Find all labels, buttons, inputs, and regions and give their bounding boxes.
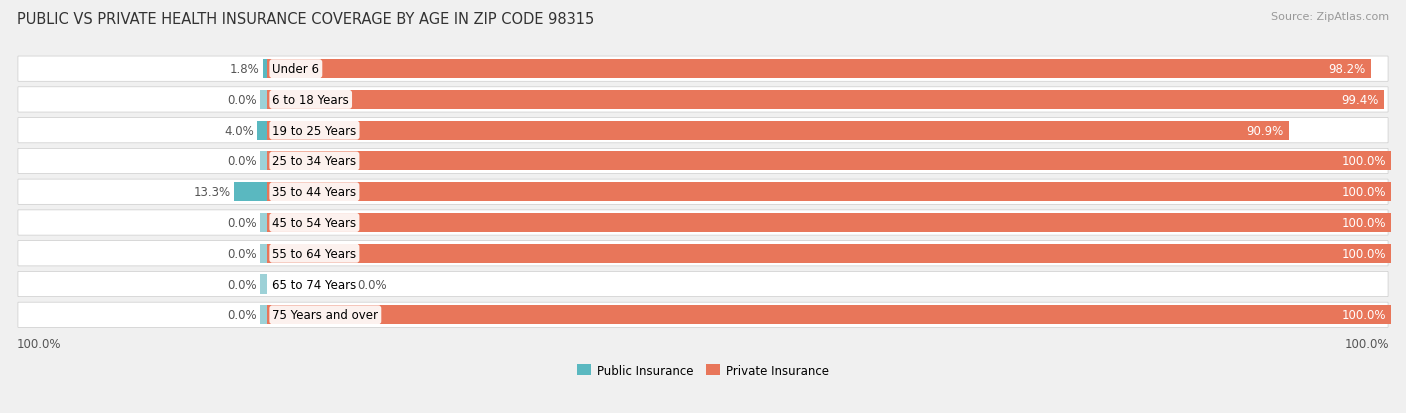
FancyBboxPatch shape: [18, 272, 1388, 297]
Text: 0.0%: 0.0%: [226, 247, 256, 260]
Bar: [233, 183, 267, 202]
Text: 0.0%: 0.0%: [226, 216, 256, 230]
Text: 4.0%: 4.0%: [224, 124, 254, 138]
FancyBboxPatch shape: [18, 57, 1388, 82]
Text: 75 Years and over: 75 Years and over: [273, 309, 378, 322]
Bar: [267, 214, 1391, 233]
Bar: [260, 306, 267, 325]
Legend: Public Insurance, Private Insurance: Public Insurance, Private Insurance: [578, 364, 828, 377]
Text: PUBLIC VS PRIVATE HEALTH INSURANCE COVERAGE BY AGE IN ZIP CODE 98315: PUBLIC VS PRIVATE HEALTH INSURANCE COVER…: [17, 12, 595, 27]
Text: 55 to 64 Years: 55 to 64 Years: [273, 247, 357, 260]
Text: 100.0%: 100.0%: [1341, 216, 1386, 230]
Text: 1.8%: 1.8%: [229, 63, 259, 76]
Text: 65 to 74 Years: 65 to 74 Years: [273, 278, 357, 291]
Text: 100.0%: 100.0%: [17, 337, 62, 350]
Bar: [267, 121, 1289, 140]
Text: 0.0%: 0.0%: [226, 155, 256, 168]
FancyBboxPatch shape: [18, 210, 1388, 235]
Text: 6 to 18 Years: 6 to 18 Years: [273, 94, 349, 107]
FancyBboxPatch shape: [18, 118, 1388, 143]
Text: 0.0%: 0.0%: [226, 94, 256, 107]
Bar: [267, 244, 1391, 263]
Text: 99.4%: 99.4%: [1341, 94, 1379, 107]
Text: 0.0%: 0.0%: [226, 278, 256, 291]
Text: 25 to 34 Years: 25 to 34 Years: [273, 155, 357, 168]
Text: 100.0%: 100.0%: [1341, 309, 1386, 322]
Bar: [267, 306, 1391, 325]
Bar: [263, 60, 267, 79]
Text: 100.0%: 100.0%: [1341, 155, 1386, 168]
Text: 100.0%: 100.0%: [1341, 247, 1386, 260]
Bar: [267, 183, 1391, 202]
Text: 0.0%: 0.0%: [357, 278, 387, 291]
Text: Under 6: Under 6: [273, 63, 319, 76]
Bar: [267, 91, 1385, 110]
Text: 45 to 54 Years: 45 to 54 Years: [273, 216, 357, 230]
FancyBboxPatch shape: [18, 241, 1388, 266]
Text: 90.9%: 90.9%: [1246, 124, 1284, 138]
Bar: [260, 152, 267, 171]
FancyBboxPatch shape: [18, 302, 1388, 328]
Bar: [267, 60, 1371, 79]
Text: 98.2%: 98.2%: [1329, 63, 1365, 76]
Text: 19 to 25 Years: 19 to 25 Years: [273, 124, 357, 138]
Text: 100.0%: 100.0%: [1344, 337, 1389, 350]
FancyBboxPatch shape: [18, 180, 1388, 205]
Text: 0.0%: 0.0%: [226, 309, 256, 322]
Bar: [260, 244, 267, 263]
Text: Source: ZipAtlas.com: Source: ZipAtlas.com: [1271, 12, 1389, 22]
Bar: [260, 214, 267, 233]
Bar: [267, 152, 1391, 171]
Text: 100.0%: 100.0%: [1341, 186, 1386, 199]
Text: 35 to 44 Years: 35 to 44 Years: [273, 186, 357, 199]
FancyBboxPatch shape: [18, 88, 1388, 113]
Bar: [260, 275, 267, 294]
Bar: [260, 91, 267, 110]
Text: 13.3%: 13.3%: [193, 186, 231, 199]
Bar: [257, 121, 267, 140]
FancyBboxPatch shape: [18, 149, 1388, 174]
